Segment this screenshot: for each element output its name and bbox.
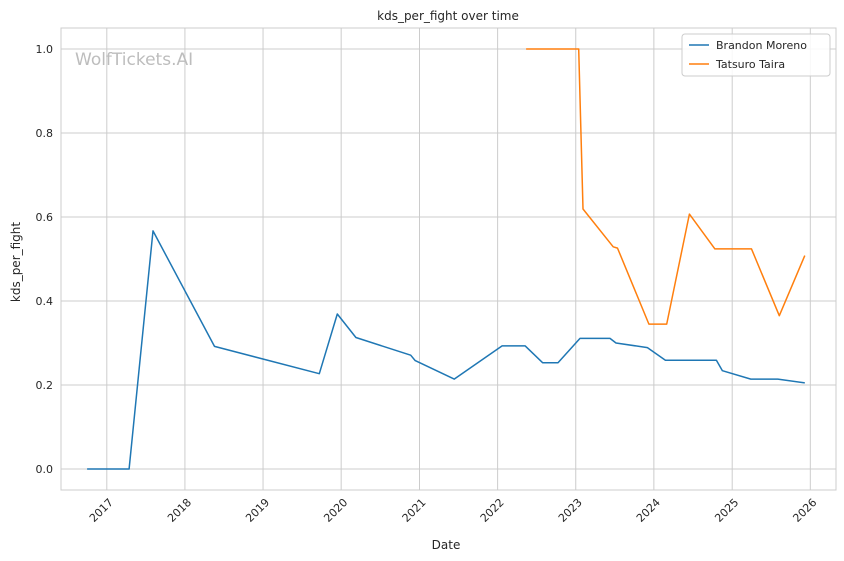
- x-tick-label: 2018: [165, 496, 194, 525]
- x-tick-label: 2019: [243, 496, 272, 525]
- x-axis-ticks: 2017 2018 2019 2020 2021 2022 2023 2024 2025 2026: [87, 496, 820, 525]
- y-tick-label: 0.8: [36, 127, 54, 140]
- y-tick-label: 0.6: [36, 211, 54, 224]
- chart-title: kds_per_fight over time: [377, 9, 519, 23]
- y-tick-label: 1.0: [36, 43, 54, 56]
- x-tick-label: 2022: [478, 496, 507, 525]
- series-line-1: [87, 230, 805, 470]
- y-axis-ticks: 0.0 0.2 0.4 0.6 0.8 1.0: [36, 43, 54, 476]
- x-tick-label: 2020: [321, 496, 350, 525]
- series-line-2: [526, 48, 806, 325]
- y-tick-label: 0.0: [36, 463, 54, 476]
- x-tick-label: 2026: [790, 496, 819, 525]
- x-tick-label: 2025: [712, 496, 741, 525]
- y-tick-label: 0.2: [36, 379, 54, 392]
- x-tick-label: 2023: [556, 496, 585, 525]
- grid: [61, 28, 836, 490]
- x-axis-title: Date: [432, 538, 461, 552]
- legend-label: Brandon Moreno: [716, 39, 807, 52]
- y-tick-label: 0.4: [36, 295, 54, 308]
- x-tick-label: 2017: [87, 496, 116, 525]
- watermark: WolfTickets.AI: [75, 50, 193, 70]
- plot-background: [61, 28, 836, 490]
- x-tick-label: 2021: [400, 496, 429, 525]
- legend-box: [681, 33, 831, 77]
- y-axis-title: kds_per_fight: [9, 222, 23, 303]
- series-layer: [87, 48, 806, 470]
- legend-label: Tatsuro Taira: [715, 58, 785, 71]
- legend: Brandon Moreno Tatsuro Taira: [681, 33, 831, 77]
- plot-frame: [60, 27, 837, 491]
- x-tick-label: 2024: [634, 496, 663, 525]
